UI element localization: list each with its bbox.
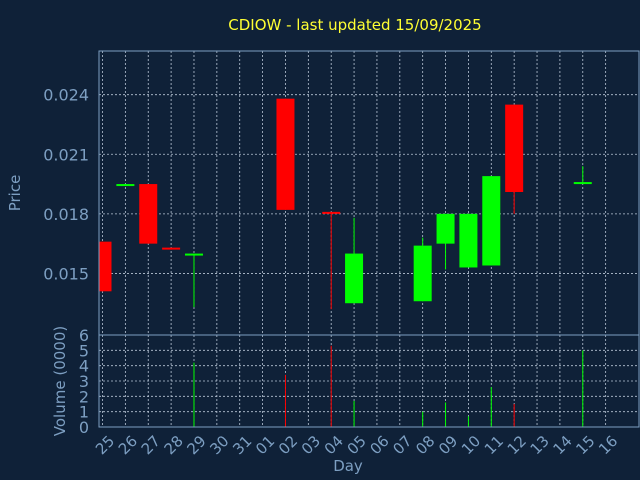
candle-body bbox=[116, 184, 135, 187]
candle-body bbox=[459, 213, 478, 268]
x-axis-ticks: 2526272829303101020304050607080910111213… bbox=[92, 432, 621, 458]
candle bbox=[413, 237, 432, 302]
candle bbox=[276, 98, 295, 210]
candle-body bbox=[482, 176, 501, 266]
candle-body bbox=[413, 245, 432, 302]
volume-grid bbox=[99, 335, 639, 427]
candle-body bbox=[276, 98, 295, 210]
candle-body bbox=[139, 184, 158, 244]
candle bbox=[459, 213, 478, 268]
price-grid bbox=[99, 51, 639, 335]
price-tick-label: 0.015 bbox=[43, 264, 89, 283]
candle-body bbox=[162, 247, 181, 250]
candle bbox=[436, 213, 455, 270]
price-tick-label: 0.021 bbox=[43, 145, 89, 164]
candle-body bbox=[322, 211, 341, 214]
price-axis-title: Price bbox=[6, 175, 24, 212]
x-axis-title: Day bbox=[333, 457, 363, 475]
candle bbox=[139, 184, 158, 244]
candle-body bbox=[345, 253, 364, 304]
volume-tick-label: 6 bbox=[79, 326, 89, 345]
candle bbox=[184, 253, 203, 308]
price-axis-ticks: 0.015 0.018 0.021 0.024 bbox=[43, 86, 89, 284]
candle bbox=[99, 241, 112, 292]
price-tick-label: 0.024 bbox=[43, 86, 89, 105]
x-tick-label: 16 bbox=[595, 432, 621, 458]
candle-body bbox=[99, 241, 112, 292]
price-panel-frame bbox=[98, 50, 640, 336]
volume-panel-frame bbox=[98, 334, 640, 428]
candle bbox=[573, 166, 592, 185]
candle bbox=[505, 104, 524, 214]
candle-body bbox=[505, 104, 524, 193]
candle bbox=[345, 217, 364, 304]
volume-tick-label: 2 bbox=[79, 387, 89, 406]
chart-title: CDIOW - last updated 15/09/2025 bbox=[228, 16, 481, 34]
candle-body bbox=[436, 213, 455, 244]
candle-body bbox=[573, 182, 592, 185]
volume-tick-label: 3 bbox=[79, 372, 89, 391]
candle bbox=[322, 211, 341, 310]
candle bbox=[162, 247, 181, 250]
volume-tick-label: 0 bbox=[79, 418, 89, 437]
volume-tick-label: 5 bbox=[79, 341, 89, 360]
volume-tick-label: 4 bbox=[79, 357, 89, 376]
volume-tick-label: 1 bbox=[79, 403, 89, 422]
volume-axis-title: Volume (0000) bbox=[51, 326, 69, 436]
candles bbox=[99, 98, 592, 310]
candle-body bbox=[184, 253, 203, 256]
volume-bars bbox=[193, 345, 584, 427]
price-tick-label: 0.018 bbox=[43, 205, 89, 224]
candle bbox=[116, 184, 135, 187]
candle bbox=[482, 176, 501, 266]
